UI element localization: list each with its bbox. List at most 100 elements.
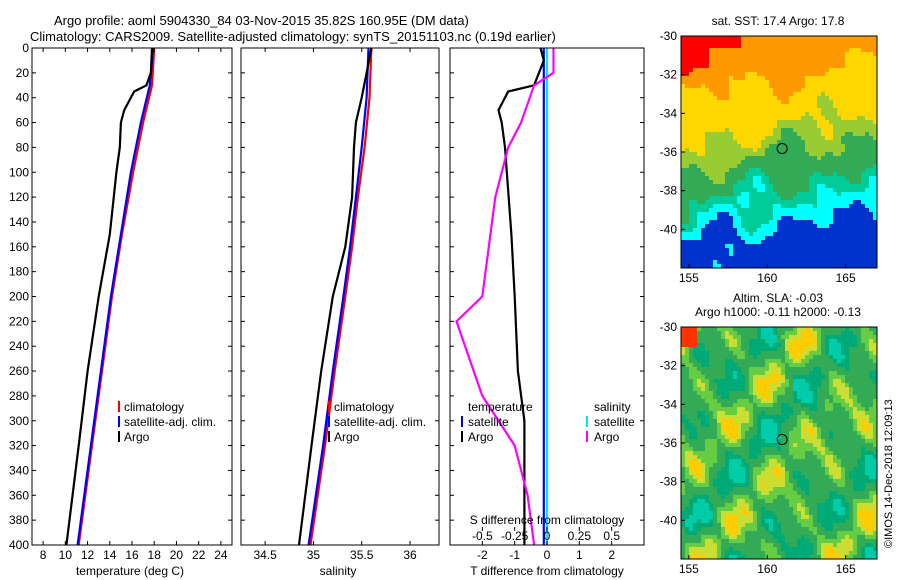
map-cell xyxy=(749,96,754,101)
map-cell xyxy=(809,427,814,432)
map-cell xyxy=(825,152,830,157)
map-cell xyxy=(753,351,758,356)
map-cell xyxy=(701,44,706,49)
map-cell xyxy=(757,136,762,141)
map-cell xyxy=(713,455,718,460)
map-cell xyxy=(813,463,818,468)
map-cell xyxy=(741,455,746,460)
map-cell xyxy=(865,204,870,209)
map-cell xyxy=(829,383,834,388)
map-cell xyxy=(773,367,778,372)
map-cell xyxy=(717,108,722,113)
map-cell xyxy=(837,347,842,352)
map-cell xyxy=(761,387,766,392)
map-cell xyxy=(801,148,806,153)
map-cell xyxy=(821,260,826,265)
map-cell xyxy=(769,347,774,352)
map-cell xyxy=(773,232,778,237)
map-cell xyxy=(693,431,698,436)
map-cell xyxy=(761,128,766,133)
map-cell xyxy=(789,419,794,424)
map-cell xyxy=(693,224,698,229)
map-cell xyxy=(705,216,710,221)
map-cell xyxy=(693,168,698,173)
map-cell xyxy=(825,76,830,81)
map-cell xyxy=(717,339,722,344)
map-cell xyxy=(825,224,830,229)
map-cell xyxy=(801,427,806,432)
map-cell xyxy=(833,212,838,217)
map-cell xyxy=(701,427,706,432)
map-cell xyxy=(797,92,802,97)
x-tick-label: 36 xyxy=(403,548,417,562)
map-cell xyxy=(797,44,802,49)
map-cell xyxy=(829,419,834,424)
map-cell xyxy=(801,68,806,73)
map-cell xyxy=(813,208,818,213)
map-cell xyxy=(797,220,802,225)
map-cell xyxy=(713,395,718,400)
map-cell xyxy=(741,164,746,169)
map-cell xyxy=(777,252,782,257)
map-cell xyxy=(745,419,750,424)
map-cell xyxy=(725,180,730,185)
map-cell xyxy=(741,343,746,348)
map-cell xyxy=(741,371,746,376)
map-cell xyxy=(817,208,822,213)
map-cell xyxy=(809,347,814,352)
map-cell xyxy=(741,172,746,177)
map-cell xyxy=(713,407,718,412)
map-cell xyxy=(857,379,862,384)
map-cell xyxy=(769,60,774,65)
map-cell xyxy=(773,44,778,49)
map-cell xyxy=(869,435,874,440)
map-cell xyxy=(789,339,794,344)
map-cell xyxy=(805,451,810,456)
map-cell xyxy=(873,455,877,460)
map-cell xyxy=(705,463,710,468)
map-cell xyxy=(713,391,718,396)
map-cell xyxy=(777,120,782,125)
map-cell xyxy=(821,423,826,428)
map-cell xyxy=(861,208,866,213)
map-cell xyxy=(777,228,782,233)
map-cell xyxy=(781,44,786,49)
map-cell xyxy=(861,236,866,241)
map-cell xyxy=(745,148,750,153)
map-cell xyxy=(821,375,826,380)
map-cell xyxy=(725,459,730,464)
map-cell xyxy=(741,128,746,133)
map-cell xyxy=(869,224,874,229)
map-cell xyxy=(813,387,818,392)
map-cell xyxy=(745,252,750,257)
map-cell xyxy=(857,220,862,225)
map-cell xyxy=(693,128,698,133)
map-cell xyxy=(853,351,858,356)
map-cell xyxy=(789,188,794,193)
map-cell xyxy=(713,335,718,340)
map-cell xyxy=(745,264,750,268)
map-cell xyxy=(797,196,802,201)
map-cell xyxy=(829,212,834,217)
map-cell xyxy=(789,359,794,364)
map-cell xyxy=(709,196,714,201)
map-cell xyxy=(785,92,790,97)
map-cell xyxy=(869,391,874,396)
map-cell xyxy=(801,355,806,360)
map-cell xyxy=(765,379,770,384)
map-cell xyxy=(685,427,690,432)
map-cell xyxy=(809,136,814,141)
map-cell xyxy=(705,403,710,408)
map-cell xyxy=(777,144,782,149)
map-cell xyxy=(725,383,730,388)
map-cell xyxy=(821,196,826,201)
map-cell xyxy=(709,252,714,257)
map-cell xyxy=(849,196,854,201)
map-cell xyxy=(821,252,826,257)
map-cell xyxy=(845,443,850,448)
map-cell xyxy=(681,455,686,460)
map-cell xyxy=(841,212,846,217)
map-cell xyxy=(709,216,714,221)
map-cell xyxy=(749,56,754,61)
map-cell xyxy=(753,96,758,101)
